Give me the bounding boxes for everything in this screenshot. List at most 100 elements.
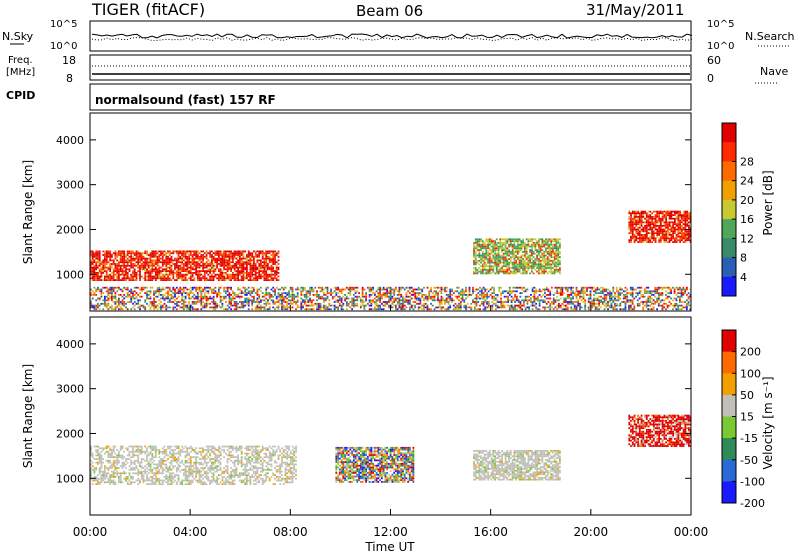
data-cell <box>619 302 622 305</box>
data-cell <box>118 264 120 267</box>
data-cell <box>667 210 669 213</box>
data-cell <box>237 252 239 255</box>
data-cell <box>232 295 234 298</box>
data-cell <box>128 250 131 253</box>
data-cell <box>514 286 516 289</box>
data-cell <box>682 214 685 216</box>
data-cell <box>186 272 189 274</box>
data-cell <box>149 273 152 276</box>
data-cell <box>552 259 554 262</box>
data-cell <box>409 301 411 303</box>
data-cell <box>541 268 544 271</box>
data-cell <box>275 277 278 280</box>
data-cell <box>158 273 161 276</box>
data-cell <box>309 286 311 289</box>
data-cell <box>686 239 688 242</box>
data-cell <box>628 210 631 213</box>
data-cell <box>214 301 217 303</box>
data-cell <box>218 255 220 258</box>
data-cell <box>242 264 245 267</box>
data-cell <box>233 304 236 307</box>
data-cell <box>643 295 646 298</box>
data-cell <box>119 257 122 260</box>
data-cell <box>135 295 138 298</box>
data-cell <box>279 299 282 302</box>
data-cell <box>508 243 510 246</box>
data-cell <box>235 254 238 256</box>
data-cell <box>263 254 266 256</box>
data-cell <box>107 288 110 291</box>
data-cell <box>416 295 418 298</box>
data-cell <box>277 292 280 294</box>
data-cell <box>517 256 519 259</box>
data-cell <box>191 266 194 269</box>
data-cell <box>237 288 239 291</box>
data-cell <box>403 304 406 307</box>
data-cell <box>240 292 243 294</box>
data-cell <box>507 301 509 303</box>
data-cell <box>232 277 234 280</box>
data-cell <box>293 295 296 298</box>
data-cell <box>591 288 594 291</box>
data-cell <box>614 294 616 296</box>
data-cell <box>277 295 280 298</box>
data-cell <box>265 288 268 291</box>
data-cell <box>230 308 232 311</box>
data-cell <box>566 288 569 291</box>
data-cell <box>517 242 519 244</box>
data-cell <box>451 290 453 293</box>
data-cell <box>527 258 530 260</box>
data-cell <box>98 297 101 300</box>
data-cell <box>482 294 485 296</box>
data-cell <box>326 292 329 294</box>
data-cell <box>377 306 380 309</box>
data-cell <box>203 255 206 258</box>
data-cell <box>647 223 650 225</box>
data-cell <box>473 243 475 246</box>
data-cell <box>95 257 98 260</box>
data-cell <box>541 252 544 255</box>
data-cell <box>677 219 680 222</box>
data-cell <box>226 273 229 276</box>
data-cell <box>167 277 169 280</box>
data-cell <box>605 304 608 307</box>
data-cell <box>538 304 541 307</box>
data-cell <box>667 226 669 229</box>
data-cell <box>95 263 98 265</box>
data-cell <box>430 308 432 311</box>
data-cell <box>211 264 213 267</box>
data-cell <box>144 250 147 253</box>
data-cell <box>281 304 283 307</box>
data-cell <box>682 219 685 222</box>
data-cell <box>521 292 523 294</box>
data-cell <box>674 232 676 234</box>
data-cell <box>630 226 632 229</box>
data-cell <box>370 308 373 311</box>
data-cell <box>485 254 488 257</box>
data-cell <box>235 250 238 253</box>
data-cell <box>196 292 199 294</box>
data-cell <box>513 265 516 268</box>
data-cell <box>674 212 676 215</box>
data-cell <box>518 270 521 273</box>
data-cell <box>520 259 523 262</box>
data-cell <box>470 302 473 305</box>
data-cell <box>107 290 110 293</box>
data-cell <box>356 290 359 293</box>
data-cell <box>483 263 486 266</box>
data-cell <box>430 288 432 291</box>
data-cell <box>349 286 352 289</box>
data-cell <box>359 301 362 303</box>
data-cell <box>132 259 134 262</box>
data-cell <box>410 286 413 289</box>
data-cell <box>221 263 224 265</box>
data-cell <box>414 304 417 307</box>
data-cell <box>454 290 457 293</box>
data-cell <box>179 292 182 294</box>
data-cell <box>519 308 522 311</box>
data-cell <box>352 294 355 296</box>
data-cell <box>123 266 126 269</box>
data-cell <box>170 261 173 264</box>
data-cell <box>539 265 542 268</box>
data-cell <box>202 275 204 278</box>
